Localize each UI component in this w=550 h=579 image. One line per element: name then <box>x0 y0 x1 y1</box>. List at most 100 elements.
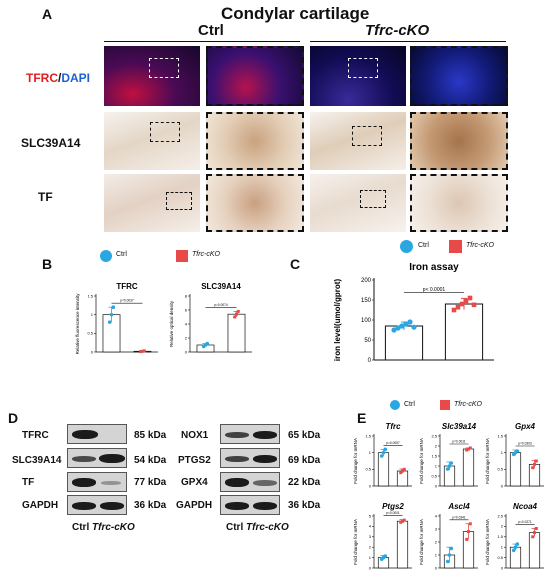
panel-c-letter: C <box>290 256 301 272</box>
y-axis-label: Fold change for mRNA <box>485 438 490 484</box>
y-tick-label: 1.5 <box>497 433 503 438</box>
data-point <box>383 554 388 558</box>
data-point <box>139 350 143 354</box>
data-point <box>141 349 144 353</box>
wb-band <box>101 481 121 485</box>
p-value: p=0.0303 <box>518 442 532 446</box>
chart-title: Slc39a14 <box>442 422 477 431</box>
panel-d-letter: D <box>8 410 19 426</box>
y-tick-label: 150 <box>361 298 372 304</box>
wb-band <box>225 432 249 438</box>
y-tick-label: 0 <box>369 483 372 488</box>
legend-ctrl-label: Ctrl <box>116 251 127 258</box>
data-point <box>447 553 452 557</box>
data-point <box>381 450 386 455</box>
wb-blot-tfrc <box>67 424 127 444</box>
y-tick-label: 4 <box>369 524 372 529</box>
wb-label-gapdh: GAPDH <box>22 500 59 511</box>
y-axis-label: Relative optical density <box>169 300 174 347</box>
ctrl-tf-image <box>104 174 200 232</box>
cko-fluorescence-image <box>310 46 406 106</box>
ctrl-underline <box>104 41 300 42</box>
wb-band <box>225 478 249 487</box>
data-point <box>468 522 472 526</box>
legend-cko-marker <box>176 250 188 262</box>
wb-band <box>72 478 96 487</box>
y-tick-label: 8 <box>185 293 188 298</box>
y-tick-label: 0.5 <box>365 467 371 472</box>
wb-blot-nox1 <box>220 424 280 444</box>
data-point <box>471 302 477 308</box>
chart-title: Tfrc <box>385 422 401 431</box>
data-point <box>513 545 518 549</box>
data-point <box>401 519 404 523</box>
data-point <box>379 454 384 458</box>
wb-blot-ptgs2 <box>220 448 280 468</box>
y-axis-label: Fold change for mRNA <box>419 519 424 565</box>
y-tick-label: 1 <box>435 552 438 557</box>
p-value: p=0.0074 <box>214 303 228 307</box>
y-tick-label: 50 <box>364 338 371 344</box>
cko-tf-zoom <box>410 174 508 232</box>
y-tick-label: 0 <box>501 483 504 488</box>
wb-left-footer: Ctrl Tfrc-cKO <box>72 522 135 533</box>
data-point <box>407 319 413 325</box>
roi-box <box>348 58 378 78</box>
y-axis-label: Fold change for mRNA <box>485 519 490 565</box>
wb-label-gapdh-right: GAPDH <box>176 500 213 511</box>
row-label-tfrc-dapi: TFRC/DAPI <box>26 71 91 85</box>
y-axis-label: iron level(umol/gprot) <box>333 279 342 362</box>
chart-title: Ncoa4 <box>513 502 538 511</box>
chart-e-gpx4: Gpx4 Fold change for mRNA 0 0.5 1 1.5 p=0.0303 <box>485 422 544 488</box>
y-axis-label: Fold change for mRNA <box>419 438 424 484</box>
data-point <box>142 349 146 353</box>
y-tick-label: 0 <box>435 565 438 570</box>
data-point <box>109 312 114 317</box>
legend-ctrl-marker <box>400 240 413 253</box>
chart-e-slc39a14: Slc39a14 Fold change for mRNA 0 0.5 1 1.5 2 2.5… <box>419 422 478 488</box>
data-point <box>447 464 452 468</box>
p-value: p<0.0001 <box>386 511 400 515</box>
y-tick-label: 0.5 <box>431 473 437 478</box>
data-point <box>467 295 473 301</box>
data-point <box>533 531 536 535</box>
bar-tfrc-cko <box>444 303 484 361</box>
ctrl-tf-zoom <box>206 174 304 232</box>
ctrl-fluorescence-zoom <box>206 46 304 106</box>
y-tick-label: 1.5 <box>431 453 437 458</box>
chart-e-ncoa4: Ncoa4 Fold change for mRNA 0 0.5 1 1.5 2 2.5 p=0… <box>485 502 544 570</box>
cko-slc39a14-zoom <box>410 112 508 170</box>
y-tick-label: 0 <box>369 565 372 570</box>
wb-blot-gapdh <box>67 495 127 515</box>
p-value: p=0.0341 <box>452 515 466 519</box>
chart-title: Iron assay <box>409 262 459 273</box>
data-point <box>531 466 535 470</box>
p-value: p=0.0037 <box>120 299 134 303</box>
wb-label-tfrc: TFRC <box>22 430 49 441</box>
kda-nox1: 65 kDa <box>288 430 321 441</box>
roi-box <box>166 192 192 210</box>
chart-e-ascl4: Ascl4 Fold change for mRNA 0 1 2 3 4 p=0.0341 <box>419 502 478 570</box>
legend-cko-label: Tfrc-cKO <box>454 401 482 408</box>
bar-ctrl <box>377 452 390 487</box>
ctrl-heading: Ctrl <box>198 22 224 39</box>
bar-tfrc-cko <box>396 520 409 569</box>
data-point <box>467 447 470 451</box>
y-tick-label: 1 <box>501 545 504 550</box>
wb-band <box>72 430 98 439</box>
y-tick-label: 0 <box>91 349 94 354</box>
legend-ctrl-label: Ctrl <box>404 401 415 408</box>
chart-e-ptgs2: Ptgs2 Fold change for mRNA 0 1 2 3 4 5 p<0.0001 <box>353 502 412 570</box>
legend-ctrl-marker <box>100 250 112 262</box>
y-tick-label: 2 <box>501 524 504 529</box>
data-point <box>391 327 397 333</box>
y-tick-label: 1 <box>369 450 372 455</box>
data-point <box>403 321 409 327</box>
y-tick-label: 2 <box>369 545 372 550</box>
data-point <box>531 535 535 539</box>
y-axis-label: Fold change for mRNA <box>353 438 358 484</box>
panel-a-title: Condylar cartilage <box>221 4 370 23</box>
chart-title: Ascl4 <box>447 502 470 511</box>
chart-e-tfrc: Tfrc Fold change for mRNA 0 0.5 1 1.5 p=0.0057 <box>353 422 412 488</box>
bar-tfrc-cko <box>227 313 246 353</box>
